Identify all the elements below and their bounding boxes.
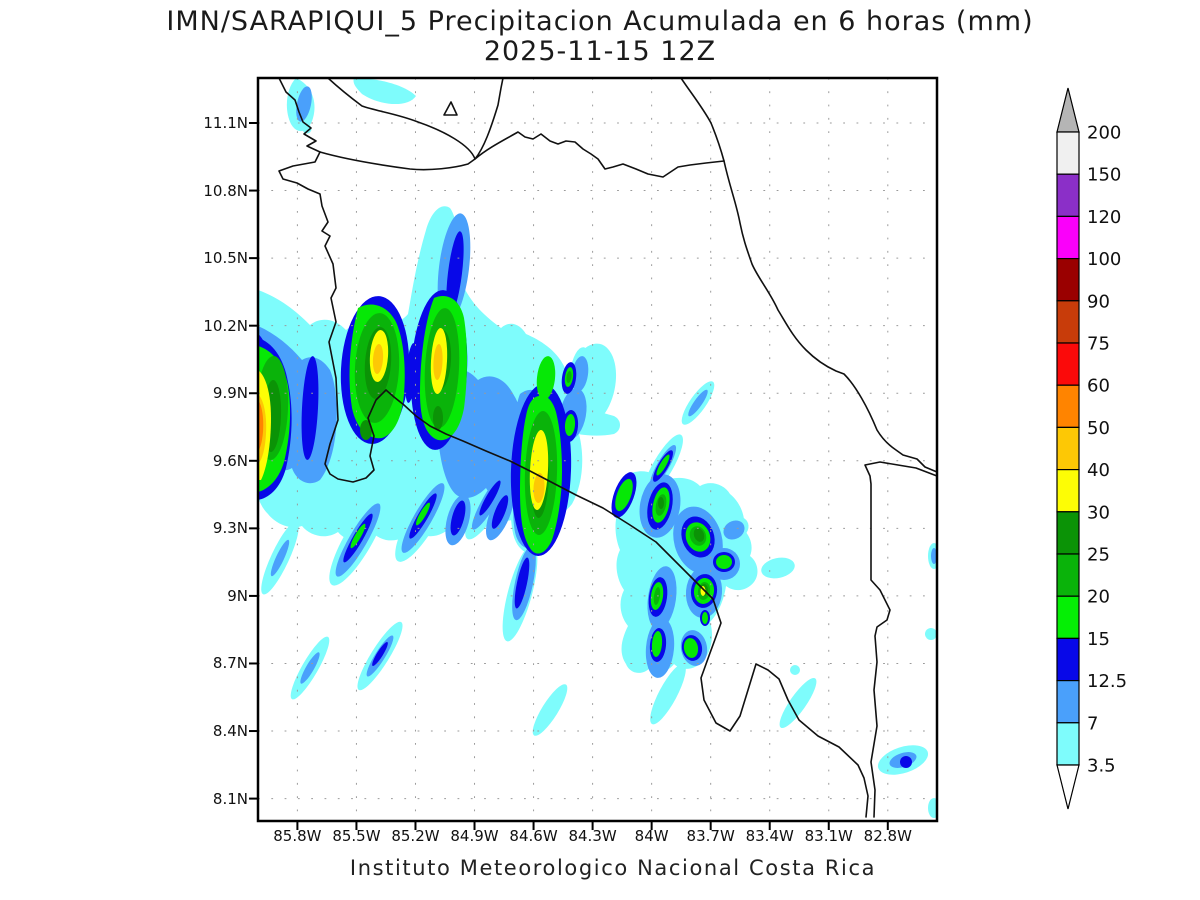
colorbar-tick-label: 120 <box>1087 207 1121 228</box>
colorbar-segment <box>1056 637 1080 682</box>
lake-nicaragua-shore <box>327 78 504 160</box>
lon-tick-label: 85.2W <box>391 827 440 845</box>
colorbar-tick-label: 100 <box>1087 249 1121 270</box>
lat-tick-label: 9.3N <box>212 519 248 538</box>
lat-tick-label: 10.8N <box>203 181 248 200</box>
lon-tick-label: 84.3W <box>568 827 617 845</box>
lon-tick-label: 83.4W <box>745 827 794 845</box>
lon-tick-label: 84.6W <box>509 827 558 845</box>
lake-island <box>443 101 458 116</box>
colorbar-segment <box>1056 595 1080 640</box>
colorbar-segment <box>1056 553 1080 597</box>
lat-tick-label: 10.5N <box>203 249 248 268</box>
precip-orange-layer <box>258 400 264 451</box>
colorbar-tick-label: 150 <box>1087 165 1121 186</box>
lat-tick-label: 9.6N <box>212 451 248 470</box>
colorbar-segment <box>1056 679 1080 724</box>
colorbar-tick-label: 20 <box>1087 587 1110 608</box>
colorbar-segment <box>1056 426 1080 471</box>
precip-cyan-layer <box>258 78 937 818</box>
lat-tick-label: 9N <box>227 586 248 605</box>
caribbean-coastline <box>680 78 937 473</box>
page-title: IMN/SARAPIQUI_5 Precipitacion Acumulada … <box>166 6 1034 37</box>
panama-border <box>864 461 937 818</box>
lat-tick-label: 8.7N <box>212 654 248 673</box>
lon-tick-label: 85.8W <box>273 827 322 845</box>
lon-tick-label: 83.7W <box>686 827 735 845</box>
colorbar-segment <box>1056 384 1080 429</box>
colorbar-segment <box>1056 300 1080 344</box>
colorbar-segment <box>1056 215 1080 260</box>
lon-tick-label: 83.1W <box>804 827 853 845</box>
footer-caption: Instituto Meteorologico Nacional Costa R… <box>349 856 877 880</box>
colorbar-segment <box>1056 131 1080 175</box>
lon-tick-label: 84W <box>634 827 669 845</box>
colorbar-tick-label: 200 <box>1087 123 1121 144</box>
nicaragua-border <box>319 131 725 178</box>
lat-tick-label: 11.1N <box>203 114 248 132</box>
colorbar-tick-label: 7 <box>1087 713 1098 734</box>
map-frame <box>256 76 939 823</box>
colorbar-tick-label: 40 <box>1087 460 1110 481</box>
colorbar-tick-label: 50 <box>1087 418 1110 439</box>
pacific-coastline <box>278 78 869 818</box>
colorbar-tick-label: 90 <box>1087 291 1110 312</box>
colorbar-tick-label: 12.5 <box>1087 671 1127 692</box>
colorbar-segment <box>1056 469 1080 513</box>
lon-tick-label: 84.9W <box>450 827 499 845</box>
lat-tick-label: 10.2N <box>203 316 248 335</box>
colorbar-segment <box>1056 173 1080 217</box>
colorbar-tick-label: 15 <box>1087 629 1110 650</box>
lat-tick-label: 9.9N <box>212 384 248 403</box>
coastline-borders <box>278 78 937 818</box>
lat-tick-label: 8.1N <box>212 789 248 808</box>
colorbar-segment <box>1056 722 1080 766</box>
lat-tick-label: 8.4N <box>212 722 248 741</box>
colorbar-segment <box>1056 511 1080 555</box>
colorbar-tick-label: 60 <box>1087 376 1110 397</box>
precipitation-layer <box>258 78 937 818</box>
page-subtitle-datetime: 2025-11-15 12Z <box>483 36 717 67</box>
colorbar-segment <box>1056 342 1080 386</box>
colorbar-tick-label: 30 <box>1087 502 1110 523</box>
axis-ticks <box>249 122 889 830</box>
lon-tick-label: 85.5W <box>332 827 381 845</box>
lon-tick-label: 82.8W <box>863 827 912 845</box>
colorbar-tick-label: 75 <box>1087 334 1110 355</box>
colorbar-tick-label: 25 <box>1087 545 1110 566</box>
colorbar: 200 150 120 100 90 75 60 50 40 30 25 20 15 12.5 7 3.5 <box>1056 87 1127 810</box>
map-canvas <box>249 76 939 830</box>
colorbar-segment <box>1056 258 1080 302</box>
colorbar-tick-label: 3.5 <box>1087 756 1116 777</box>
